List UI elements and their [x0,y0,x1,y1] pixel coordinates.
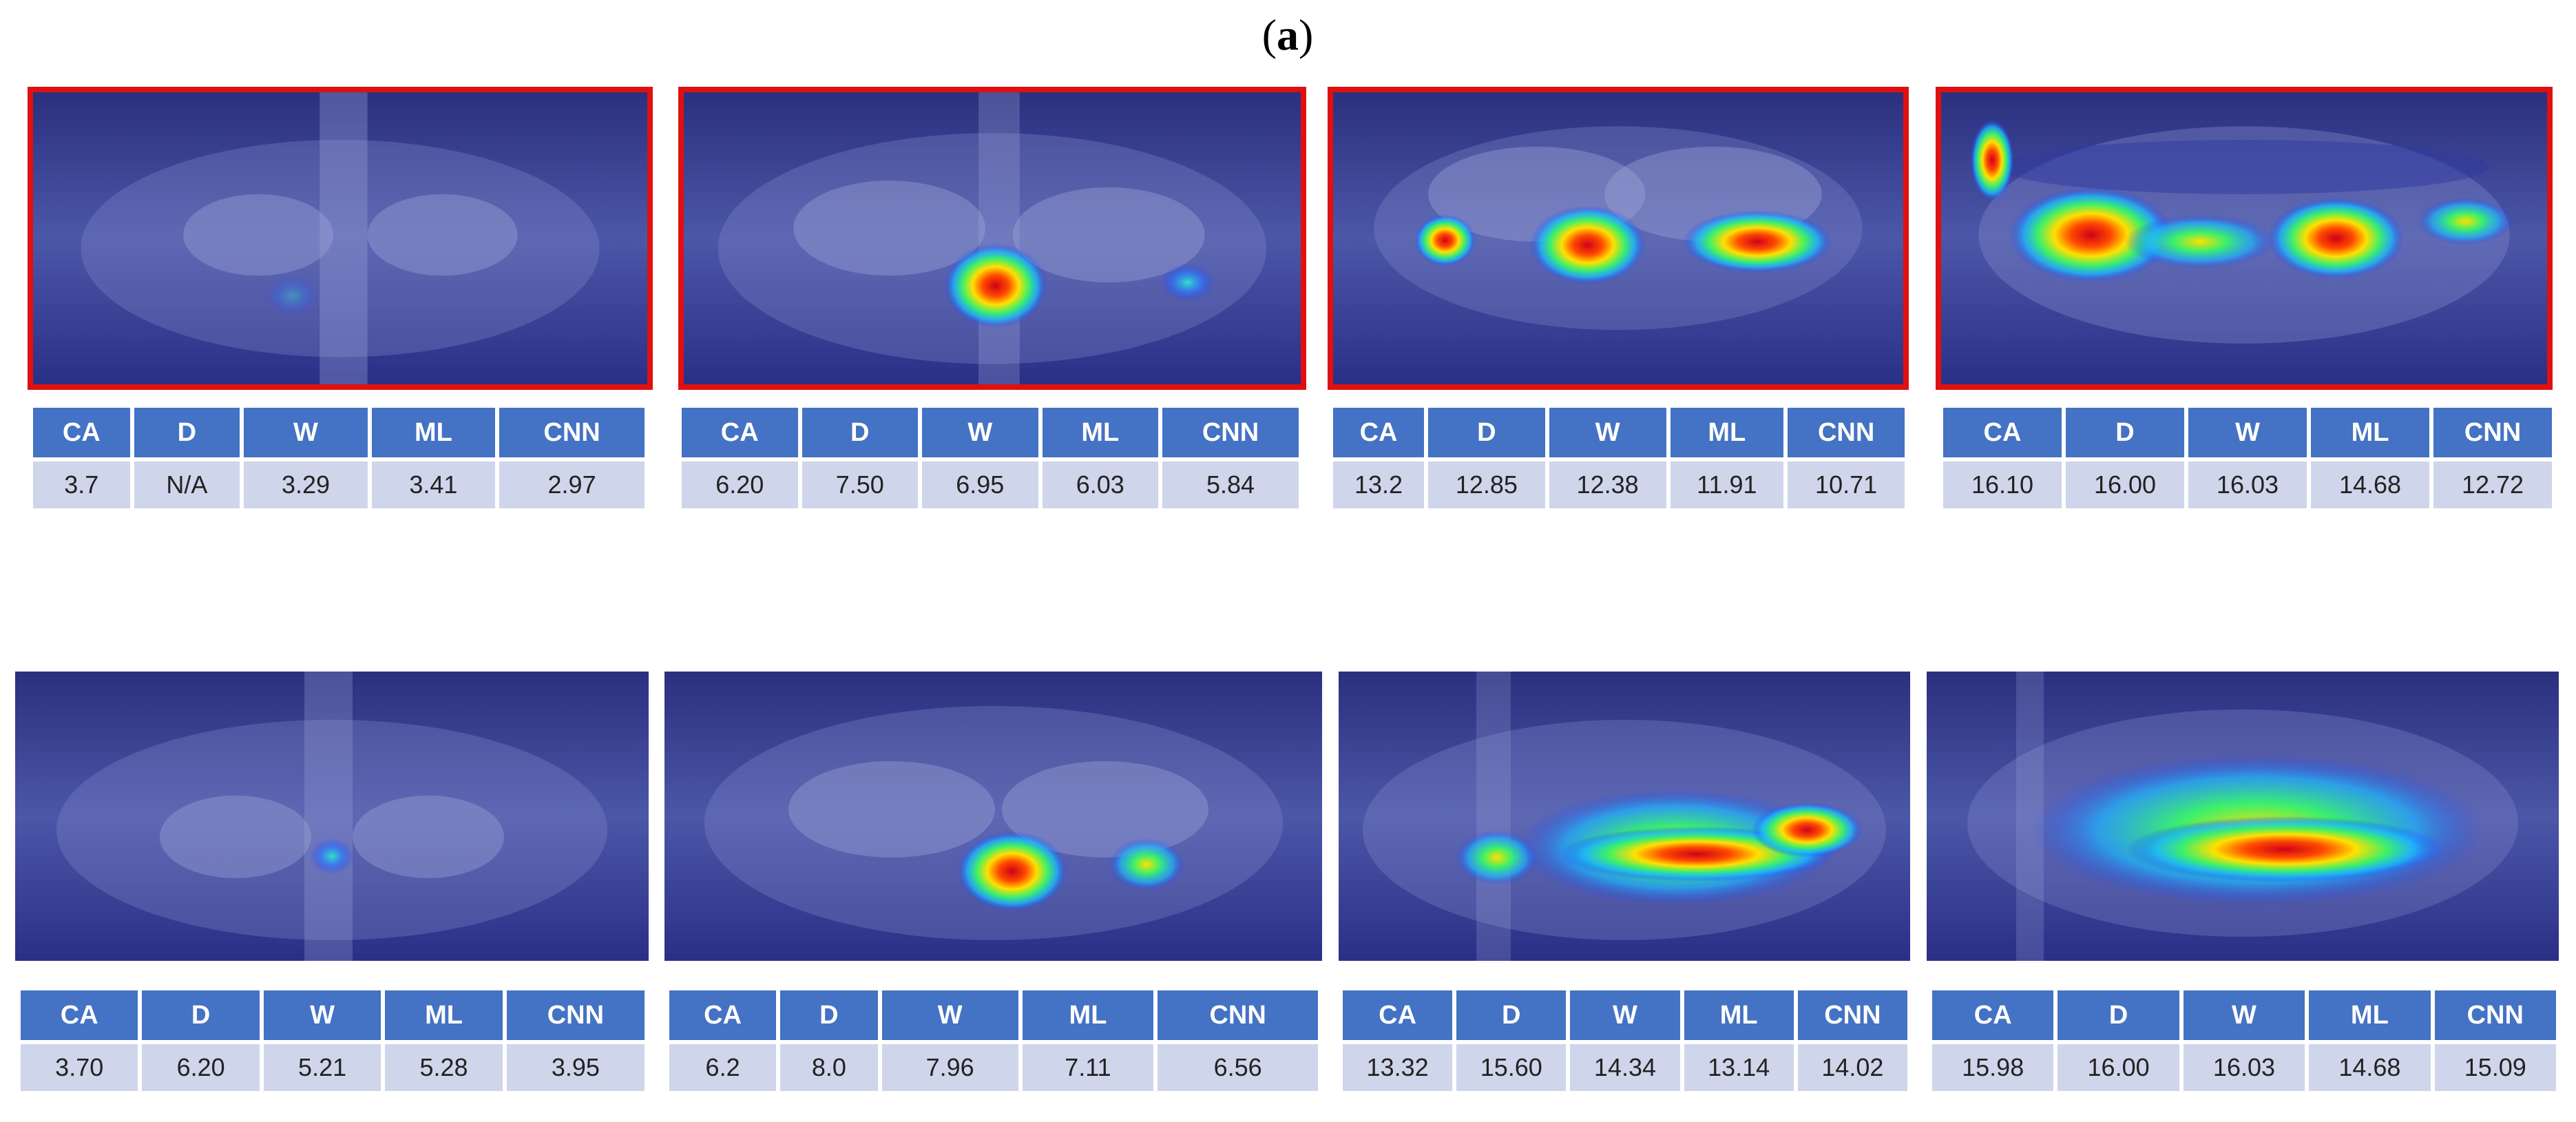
value-cell: N/A [134,461,240,508]
xray-image [1927,672,2559,961]
value-cell: 3.7 [33,461,130,508]
header-ca: CA [682,408,798,457]
value-cell: 14.68 [2309,1044,2431,1091]
header-ml: ML [371,408,496,457]
value-cell: 3.95 [506,1044,645,1091]
header-w: W [244,408,368,457]
results-table: CA D W ML CNN 15.98 16.00 16.03 14.68 15.09 [1928,986,2560,1095]
header-ml: ML [1022,990,1154,1040]
header-cnn: CNN [1797,990,1907,1040]
value-cell: 6.56 [1158,1044,1318,1091]
results-table: CA D W ML CNN 13.2 12.85 12.38 11.91 10.71 [1329,404,1909,512]
xray-image [664,672,1322,961]
value-cell: 15.60 [1456,1044,1567,1091]
value-cell: 6.20 [142,1044,260,1091]
results-table: CA D W ML CNN 3.70 6.20 5.21 5.28 3.95 [17,986,649,1095]
header-ca: CA [1343,990,1453,1040]
value-cell: 7.11 [1022,1044,1154,1091]
value-cell: 6.95 [922,461,1038,508]
value-cell: 14.34 [1570,1044,1680,1091]
header-d: D [1428,408,1545,457]
results-table: CA D W ML CNN 6.2 8.0 7.96 7.11 6.56 [665,986,1322,1095]
header-w: W [2183,990,2305,1040]
value-cell: 11.91 [1670,461,1784,508]
header-d: D [142,990,260,1040]
header-ca: CA [669,990,777,1040]
header-ml: ML [2309,990,2431,1040]
header-ca: CA [1943,408,2062,457]
value-cell: 7.50 [802,461,918,508]
header-d: D [134,408,240,457]
header-w: W [2188,408,2307,457]
value-cell: 6.03 [1042,461,1158,508]
header-cnn: CNN [1158,990,1318,1040]
value-cell: 12.38 [1549,461,1666,508]
value-cell: 13.32 [1343,1044,1453,1091]
header-d: D [2057,990,2179,1040]
header-d: D [2066,408,2184,457]
header-ca: CA [1932,990,2054,1040]
header-cnn: CNN [1788,408,1905,457]
header-cnn: CNN [2434,990,2556,1040]
value-cell: 16.03 [2188,461,2307,508]
header-w: W [1570,990,1680,1040]
xray-image [1936,87,2553,390]
value-cell: 16.00 [2066,461,2184,508]
xray-image [1328,87,1909,390]
header-w: W [263,990,381,1040]
value-cell: 14.68 [2311,461,2429,508]
value-cell: 3.29 [244,461,368,508]
header-cnn: CNN [499,408,645,457]
value-cell: 15.09 [2434,1044,2556,1091]
results-table: CA D W ML CNN 16.10 16.00 16.03 14.68 12.72 [1939,404,2556,512]
header-d: D [1456,990,1567,1040]
header-cnn: CNN [1162,408,1299,457]
xray-image [28,87,653,390]
value-cell: 3.70 [21,1044,138,1091]
header-ml: ML [1684,990,1794,1040]
value-cell: 10.71 [1788,461,1905,508]
header-ml: ML [385,990,503,1040]
xray-image [15,672,649,961]
value-cell: 15.98 [1932,1044,2054,1091]
header-w: W [881,990,1018,1040]
value-cell: 13.2 [1333,461,1425,508]
header-w: W [922,408,1038,457]
value-cell: 3.41 [371,461,496,508]
xray-image [678,87,1306,390]
results-table: CA D W ML CNN 6.20 7.50 6.95 6.03 5.84 [678,404,1303,512]
value-cell: 5.21 [263,1044,381,1091]
header-w: W [1549,408,1666,457]
header-ca: CA [33,408,130,457]
value-cell: 7.96 [881,1044,1018,1091]
value-cell: 6.2 [669,1044,777,1091]
header-ml: ML [1670,408,1784,457]
value-cell: 14.02 [1797,1044,1907,1091]
value-cell: 5.84 [1162,461,1299,508]
figure-caption: (a) [1261,10,1314,59]
value-cell: 16.10 [1943,461,2062,508]
value-cell: 13.14 [1684,1044,1794,1091]
value-cell: 12.85 [1428,461,1545,508]
results-table: CA D W ML CNN 3.7 N/A 3.29 3.41 2.97 [29,404,649,512]
header-d: D [802,408,918,457]
value-cell: 16.03 [2183,1044,2305,1091]
header-ml: ML [1042,408,1158,457]
value-cell: 6.20 [682,461,798,508]
value-cell: 5.28 [385,1044,503,1091]
xray-image [1339,672,1910,961]
value-cell: 8.0 [780,1044,878,1091]
results-table: CA D W ML CNN 13.32 15.60 14.34 13.14 14.02 [1339,986,1912,1095]
value-cell: 16.00 [2057,1044,2179,1091]
header-ml: ML [2311,408,2429,457]
header-ca: CA [21,990,138,1040]
header-cnn: CNN [506,990,645,1040]
header-cnn: CNN [2433,408,2552,457]
value-cell: 12.72 [2433,461,2552,508]
value-cell: 2.97 [499,461,645,508]
header-d: D [780,990,878,1040]
header-ca: CA [1333,408,1425,457]
